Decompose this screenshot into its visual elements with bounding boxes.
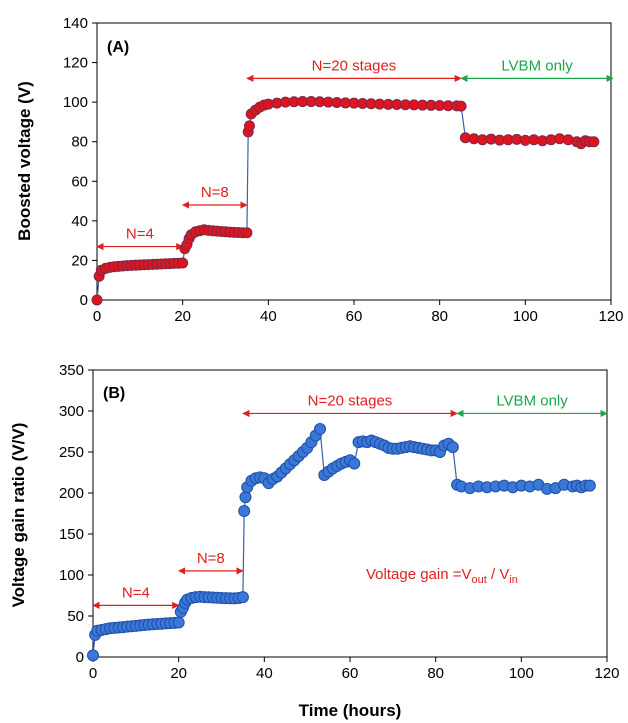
- annotations-b: N=4 N=8 N=20 stages LVBM only: [92, 392, 608, 609]
- y-tick-label-b: 100: [59, 567, 84, 584]
- data-point-b: [172, 616, 185, 629]
- data-point-b: [236, 591, 249, 604]
- y-tick-label-a: 0: [80, 292, 88, 309]
- y-tick-label-a: 40: [71, 213, 88, 230]
- x-ticks-a: 0 20 40 60 80 100 120: [93, 300, 624, 325]
- data-point-b: [314, 423, 327, 436]
- x-tick-label-b: 40: [256, 665, 273, 682]
- data-point-a: [243, 120, 255, 132]
- y-tick-label-b: 50: [67, 608, 84, 625]
- annotation-label-b: LVBM only: [496, 392, 568, 409]
- data-point-b: [87, 649, 99, 662]
- x-tick-label-b: 60: [342, 665, 359, 682]
- data-point-a: [91, 294, 103, 306]
- data-point-b: [238, 505, 251, 518]
- x-tick-label-b: 80: [427, 665, 444, 682]
- y-tick-label-b: 150: [59, 526, 84, 543]
- x-tick-label-a: 60: [346, 308, 363, 325]
- annotation-label-b: N=20 stages: [308, 392, 393, 409]
- panel-label-b: (B): [103, 385, 125, 402]
- x-tick-label-b: 120: [594, 665, 619, 682]
- annotation-label-b: N=8: [197, 550, 225, 567]
- data-point-b: [239, 491, 252, 504]
- data-point-a: [177, 257, 189, 269]
- y-tick-label-b: 200: [59, 485, 84, 502]
- data-point-b: [348, 457, 361, 470]
- y-tick-label-a: 20: [71, 252, 88, 269]
- x-tick-label-a: 0: [93, 308, 101, 325]
- x-tick-label-b: 20: [170, 665, 187, 682]
- y-axis-label-a: Boosted voltage (V): [15, 81, 34, 241]
- series-a: [91, 96, 600, 306]
- annotations-a: N=4 N=8 N=20 stages LVBM only: [96, 57, 614, 251]
- x-tick-label-a: 40: [260, 308, 277, 325]
- x-tick-label-b: 100: [509, 665, 534, 682]
- data-point-b: [446, 441, 459, 454]
- y-tick-label-a: 140: [63, 15, 88, 32]
- series-b: [87, 423, 596, 662]
- x-axis-label-b: Time (hours): [299, 701, 402, 720]
- panel-b: (B) Voltage gain ratio (V/V) Time (hours…: [9, 362, 620, 720]
- annotation-label-a: N=8: [201, 184, 229, 201]
- y-axis-label-b: Voltage gain ratio (V/V): [9, 423, 28, 608]
- data-point-a: [241, 227, 253, 239]
- annotation-label-a: N=20 stages: [312, 57, 397, 74]
- panel-a: (A) Boosted voltage (V) 0 20 40 60 80 100 120 …: [15, 15, 624, 325]
- y-tick-label-a: 100: [63, 94, 88, 111]
- x-ticks-b: 0 20 40 60 80 100 120: [89, 657, 620, 682]
- x-tick-label-a: 120: [598, 308, 623, 325]
- x-tick-label-a: 100: [513, 308, 538, 325]
- x-tick-label-a: 20: [174, 308, 191, 325]
- data-point-a: [455, 100, 467, 112]
- y-tick-label-a: 120: [63, 55, 88, 72]
- annotation-label-a: N=4: [126, 226, 154, 243]
- y-ticks-b: 0 50 100 150 200 250 300 350: [59, 362, 93, 666]
- x-tick-label-a: 80: [431, 308, 448, 325]
- annotation-label-a: LVBM only: [501, 57, 573, 74]
- y-tick-label-b: 0: [76, 649, 84, 666]
- y-tick-label-b: 350: [59, 362, 84, 379]
- voltage-gain-formula: Voltage gain =Vout / Vin: [366, 566, 518, 586]
- data-point-a: [588, 136, 600, 148]
- series-line-a: [96, 100, 594, 301]
- y-ticks-a: 0 20 40 60 80 100 120 140: [63, 15, 97, 309]
- x-tick-label-b: 0: [89, 665, 97, 682]
- y-tick-label-a: 80: [71, 134, 88, 151]
- annotation-label-b: N=4: [122, 584, 150, 601]
- panel-label-a: (A): [107, 39, 129, 56]
- data-point-b: [583, 479, 596, 492]
- y-tick-label-b: 250: [59, 444, 84, 461]
- y-tick-label-a: 60: [71, 173, 88, 190]
- y-tick-label-b: 300: [59, 403, 84, 420]
